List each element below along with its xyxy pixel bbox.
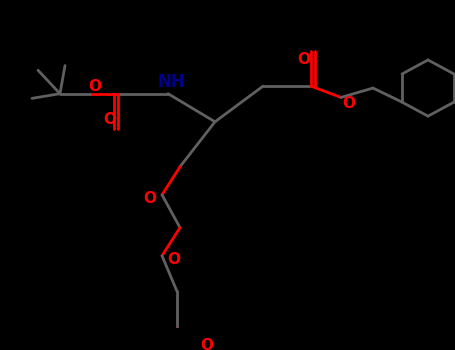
Text: O: O (298, 52, 310, 68)
Text: O: O (143, 191, 157, 206)
Text: O: O (167, 252, 181, 267)
Text: O: O (89, 79, 101, 94)
Text: O: O (201, 338, 213, 350)
Text: NH: NH (157, 74, 185, 91)
Text: O: O (103, 112, 116, 127)
Text: O: O (343, 96, 355, 111)
